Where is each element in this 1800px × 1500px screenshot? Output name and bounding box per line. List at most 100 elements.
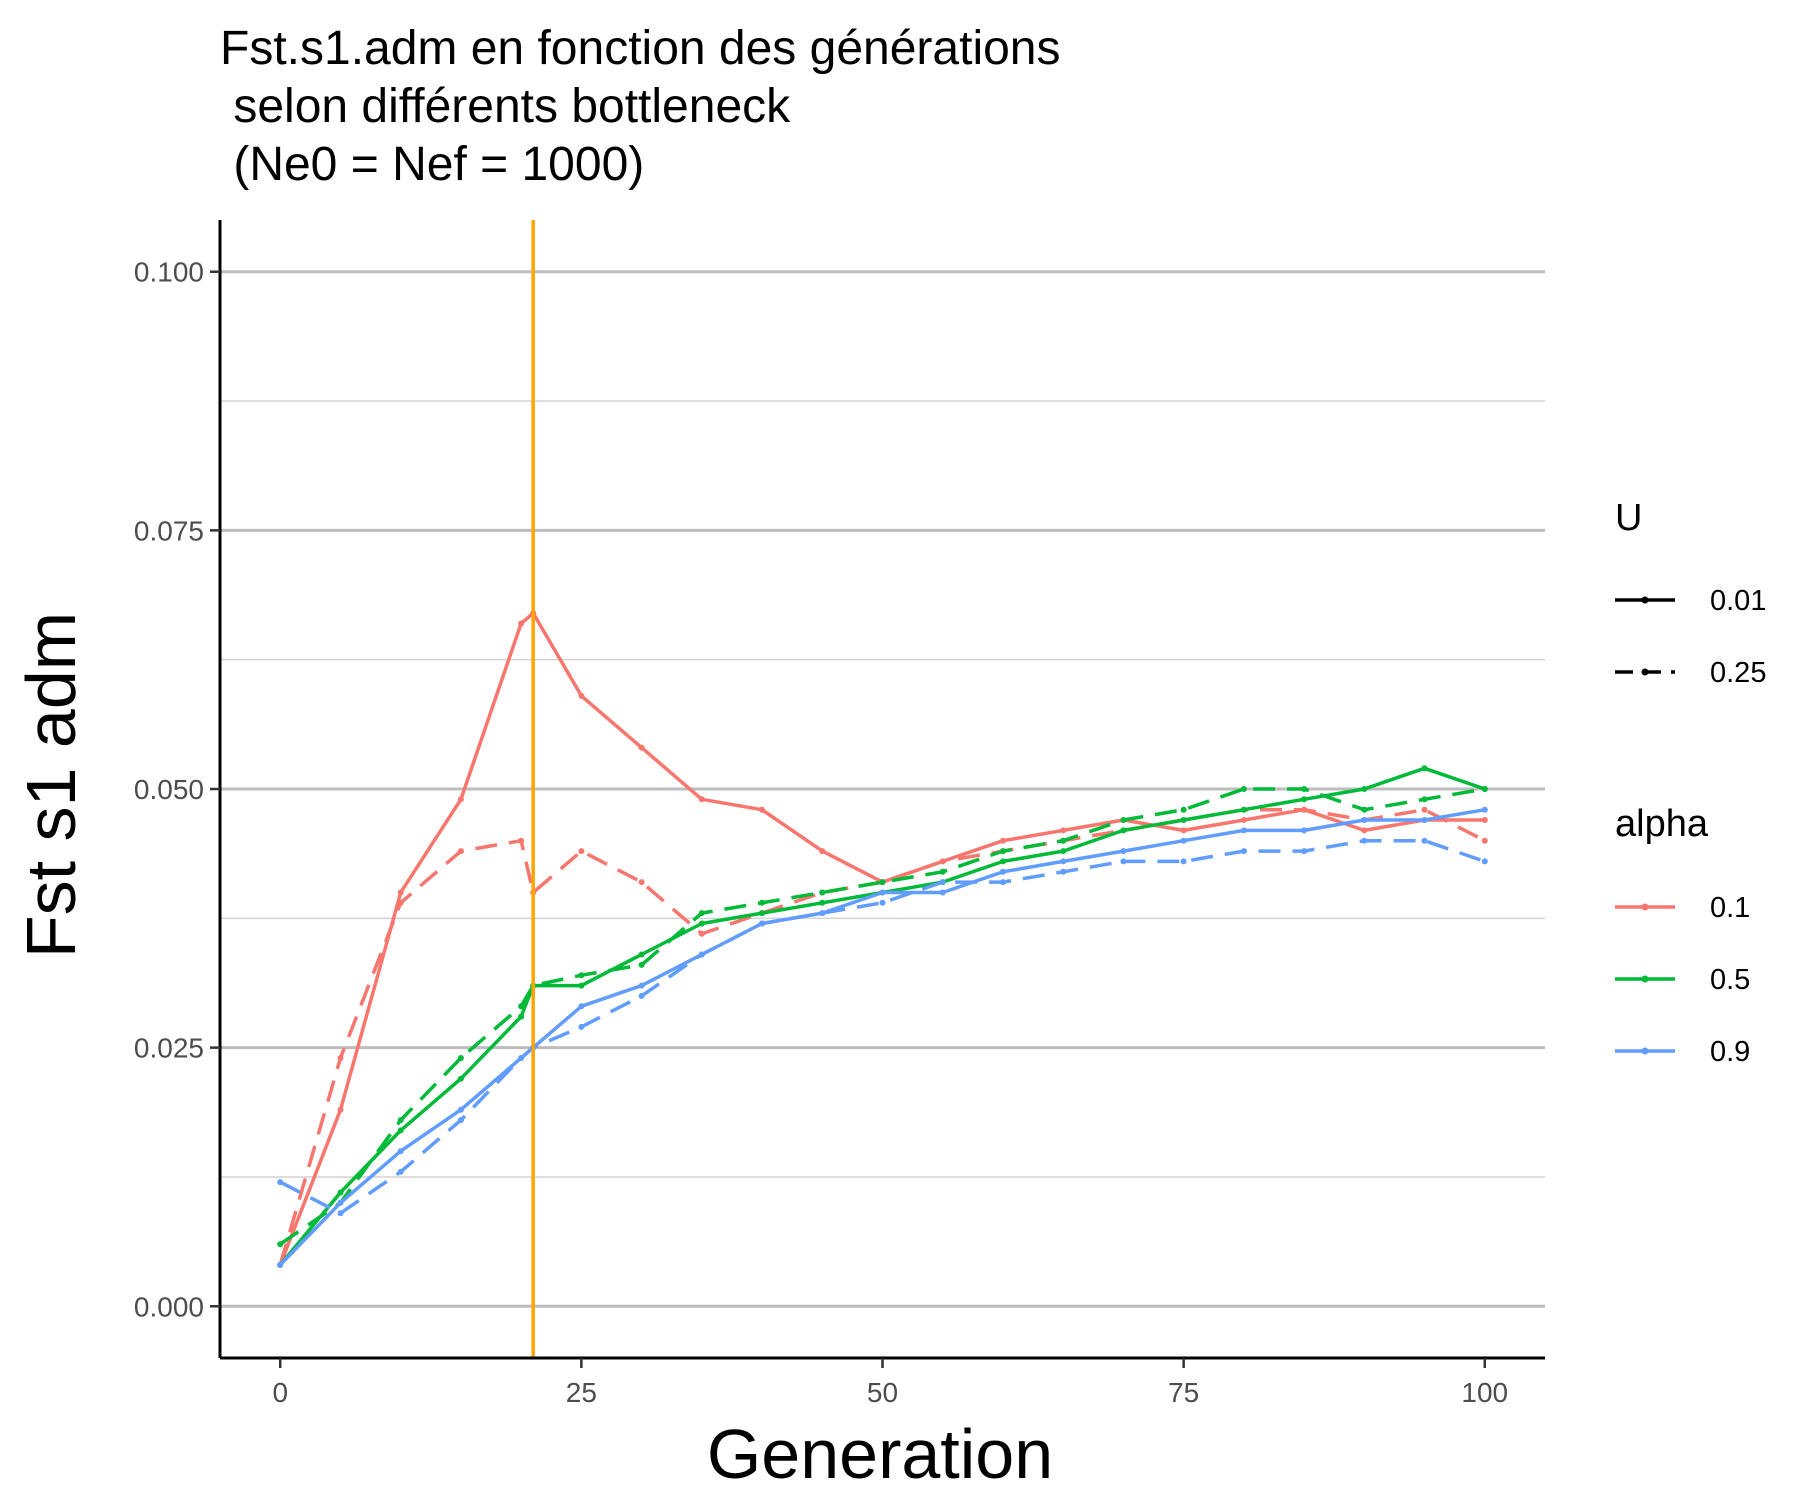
data-point xyxy=(1421,765,1428,772)
legend-key-point xyxy=(1641,1047,1649,1055)
x-tick-label: 25 xyxy=(566,1377,597,1408)
x-tick-label: 75 xyxy=(1168,1377,1199,1408)
data-point xyxy=(1240,848,1247,855)
legend-keys xyxy=(1615,596,1675,1055)
chart-title-line-2: selon différents bottleneck xyxy=(220,80,791,133)
data-point xyxy=(638,961,645,968)
series-line-alpha-0.9-u-0.25 xyxy=(279,838,1486,1215)
data-point xyxy=(1421,817,1428,823)
chart-title-line-1: Fst.s1.adm en fonction des générations xyxy=(220,22,1061,75)
y-tick-label: 0.000 xyxy=(134,1291,204,1322)
data-point xyxy=(1180,827,1187,834)
legend-key-point xyxy=(1641,975,1649,983)
data-point xyxy=(1361,786,1368,792)
y-axis-ticks: 0.000 0.025 0.050 0.075 0.100 xyxy=(134,257,220,1322)
data-point xyxy=(397,889,404,896)
data-point xyxy=(1060,837,1067,844)
data-point xyxy=(277,1179,284,1186)
data-point xyxy=(698,910,705,917)
data-point xyxy=(457,1075,464,1082)
data-point xyxy=(397,1168,404,1175)
data-point xyxy=(457,796,464,803)
data-point xyxy=(1120,827,1127,834)
data-point xyxy=(1361,806,1368,813)
data-point xyxy=(698,930,705,937)
data-point xyxy=(1120,817,1127,823)
series-alpha-0.5-u-0.01 xyxy=(277,765,1488,1268)
data-point xyxy=(457,848,464,855)
y-tick-label: 0.075 xyxy=(134,515,204,546)
data-point xyxy=(1481,817,1488,823)
y-tick-label: 0.050 xyxy=(134,774,204,805)
data-point xyxy=(337,1106,344,1113)
data-point xyxy=(879,879,886,886)
data-point xyxy=(1240,817,1247,823)
series-line-alpha-0.5-u-0.01 xyxy=(278,766,1486,1267)
y-tick-label: 0.025 xyxy=(134,1033,204,1064)
legend: U 0.01 0.25 alpha 0.1 0.5 0.9 xyxy=(1615,497,1766,1068)
data-point xyxy=(518,837,525,844)
data-point xyxy=(1301,796,1308,803)
data-point xyxy=(819,910,826,917)
data-point xyxy=(939,868,946,875)
data-point xyxy=(277,1241,284,1248)
legend-key-point xyxy=(1641,668,1649,676)
data-point xyxy=(1180,817,1187,823)
data-point xyxy=(578,982,585,989)
data-point xyxy=(1481,806,1488,813)
data-point xyxy=(1240,806,1247,813)
x-axis-ticks: 0 25 50 75 100 xyxy=(272,1358,1508,1408)
data-point xyxy=(759,920,765,927)
data-point xyxy=(1180,806,1187,813)
data-point xyxy=(819,899,826,906)
data-point xyxy=(939,879,946,886)
data-point xyxy=(638,992,645,999)
data-point xyxy=(1240,827,1247,834)
data-point xyxy=(698,796,705,803)
data-point xyxy=(397,1117,404,1124)
data-point xyxy=(1421,837,1428,844)
data-point xyxy=(578,692,585,699)
series-line-alpha-0.1-u-0.25 xyxy=(278,807,1486,1266)
data-point xyxy=(518,1013,525,1020)
data-point xyxy=(1120,858,1127,865)
data-point xyxy=(1361,817,1368,823)
data-point xyxy=(638,982,645,989)
data-point xyxy=(819,889,826,896)
data-point xyxy=(698,951,705,958)
y-tick-label: 0.100 xyxy=(134,257,204,288)
gridlines xyxy=(220,270,1545,1308)
x-tick-label: 100 xyxy=(1461,1377,1508,1408)
data-point xyxy=(457,1117,464,1124)
data-point xyxy=(518,620,525,627)
data-point xyxy=(1000,858,1006,865)
legend-key-point xyxy=(1641,596,1649,604)
data-point xyxy=(1000,868,1006,875)
data-point xyxy=(337,1210,344,1217)
data-point xyxy=(277,1261,284,1268)
legend-title-u: U xyxy=(1615,497,1642,539)
data-point xyxy=(638,951,645,958)
data-point xyxy=(1000,879,1006,886)
data-point xyxy=(1180,837,1187,844)
x-tick-label: 0 xyxy=(272,1377,288,1408)
data-point xyxy=(1361,837,1368,844)
chart-title-line-3: (Ne0 = Nef = 1000) xyxy=(220,138,644,191)
data-point xyxy=(1481,858,1488,865)
data-point xyxy=(638,879,645,886)
x-axis-title: Generation xyxy=(707,1415,1053,1493)
data-point xyxy=(698,920,705,927)
data-point xyxy=(337,1189,344,1196)
data-point xyxy=(1301,806,1308,813)
legend-label-u-0.01: 0.01 xyxy=(1710,585,1766,617)
data-point xyxy=(1060,868,1067,875)
data-point xyxy=(1060,858,1067,865)
data-point xyxy=(819,848,826,855)
data-point xyxy=(638,744,645,751)
data-point xyxy=(1481,837,1488,844)
chart-title: Fst.s1.adm en fonction des générations s… xyxy=(220,22,1061,191)
data-point xyxy=(518,1055,525,1061)
data-point xyxy=(939,858,946,865)
series-line-alpha-0.5-u-0.25 xyxy=(279,787,1486,1246)
